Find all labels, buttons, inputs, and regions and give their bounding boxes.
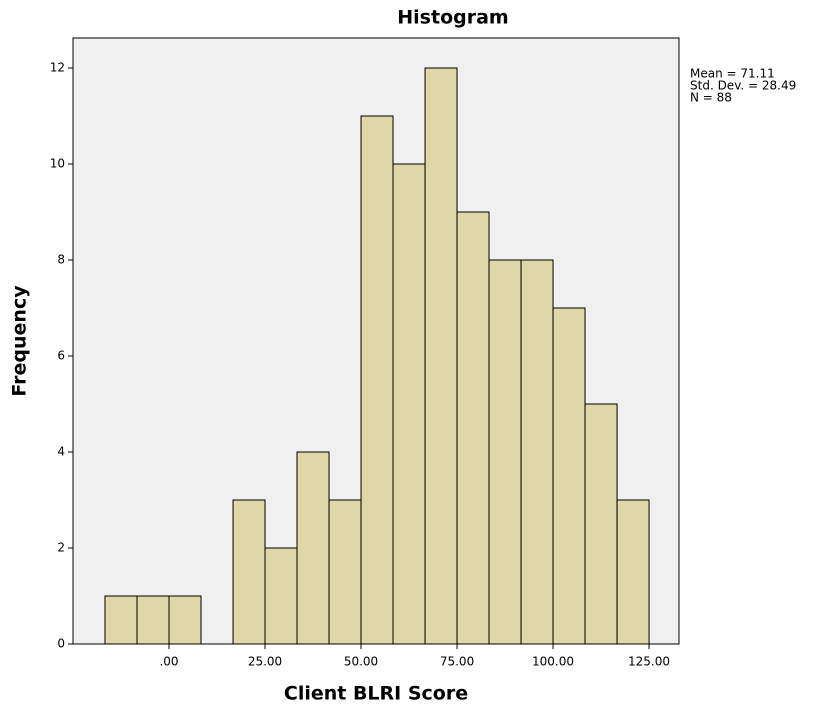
x-tick-label: 100.00 [532,655,574,669]
bar [168,595,202,645]
y-tick-label: 2 [57,541,65,555]
x-tick-label: 75.00 [440,655,474,669]
bar [232,499,266,645]
x-tick-label: 50.00 [344,655,378,669]
x-tick-label: .00 [159,655,178,669]
bar [424,67,458,645]
bar [584,403,618,645]
bar [488,259,522,645]
bar [264,547,298,645]
x-tick-label: 25.00 [248,655,282,669]
bar [392,163,426,645]
bar [328,499,362,645]
y-tick-label: 0 [57,637,65,651]
stat-note: N = 88 [690,91,732,105]
bar [552,307,586,645]
bar [296,451,330,645]
stat-note: Mean = 71.11 [690,67,775,81]
stat-note: Std. Dev. = 28.49 [690,79,796,93]
bar [136,595,170,645]
y-tick-label: 6 [57,349,65,363]
x-axis-label: Client BLRI Score [284,683,468,705]
bar [360,115,394,645]
y-tick-label: 12 [50,61,65,75]
chart-title: Histogram [397,7,508,29]
x-tick-label: 125.00 [628,655,670,669]
bar [456,211,490,645]
y-tick-label: 8 [57,253,65,267]
y-tick-label: 4 [57,445,65,459]
y-axis-label: Frequency [9,285,31,397]
y-tick-label: 10 [50,157,65,171]
bar [104,595,138,645]
bar [616,499,650,645]
bar [520,259,554,645]
